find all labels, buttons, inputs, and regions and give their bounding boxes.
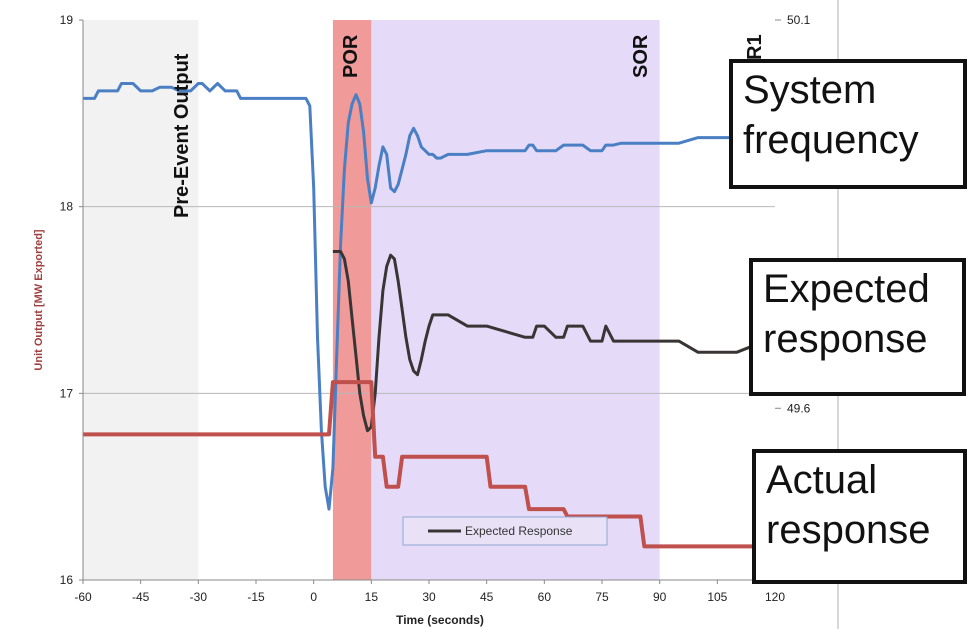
callout-line: response [763, 317, 928, 361]
y-tick-label: 16 [60, 573, 74, 587]
x-tick-label: 0 [310, 590, 317, 604]
x-tick-label: -45 [132, 590, 150, 604]
legend-label: Expected Response [465, 524, 573, 538]
region-sor [371, 20, 660, 580]
x-tick-label: 15 [365, 590, 379, 604]
x-tick-label: 105 [707, 590, 727, 604]
callout-expected-response: Expected response [749, 258, 966, 396]
region-shading [83, 20, 660, 580]
region-label-r1: R1 [744, 34, 766, 60]
region-label-por: POR [340, 34, 362, 78]
callout-line: response [766, 508, 931, 552]
region-pre-event [83, 20, 199, 580]
series-line-system-frequency [83, 82, 775, 511]
x-tick-label: -60 [74, 590, 92, 604]
right-tick-label: 49.6 [787, 401, 811, 415]
y-tick-label: 17 [60, 386, 74, 400]
legend: Expected Response [402, 516, 608, 546]
callout-line: Actual [766, 458, 878, 502]
x-tick-label: -15 [247, 590, 265, 604]
x-tick-label: 120 [765, 590, 785, 604]
region-label-pre-event-output: Pre-Event Output [171, 53, 193, 218]
x-tick-label: 45 [480, 590, 494, 604]
series-line-actual-response [83, 380, 775, 549]
axes: -60 -45 -30 -15 0 15 30 45 60 75 90 105 120 16 17 18 19 5… [60, 13, 811, 604]
callout-line: frequency [743, 118, 919, 162]
x-tick-label: 30 [422, 590, 436, 604]
series-lines [83, 82, 775, 549]
series-line-expected-response [332, 250, 775, 433]
region-labels: Pre-Event Output POR SOR R1 [171, 34, 766, 218]
y-tick-label: 19 [60, 13, 74, 27]
right-tick-label: 50.1 [787, 13, 811, 27]
callout-system-frequency: System frequency [729, 59, 967, 189]
grid-lines [83, 206, 775, 394]
x-tick-label: -30 [190, 590, 208, 604]
x-tick-label: 90 [653, 590, 667, 604]
x-tick-label: 60 [538, 590, 552, 604]
x-tick-label: 75 [595, 590, 609, 604]
y-tick-label: 18 [60, 200, 74, 214]
y-axis-label: Unit Output [MW Exported] [33, 229, 45, 370]
x-axis-label: Time (seconds) [396, 613, 484, 627]
callout-line: Expected [763, 267, 930, 311]
callout-line: System [743, 68, 877, 112]
callout-actual-response: Actual response [752, 449, 967, 584]
region-label-sor: SOR [630, 34, 652, 78]
